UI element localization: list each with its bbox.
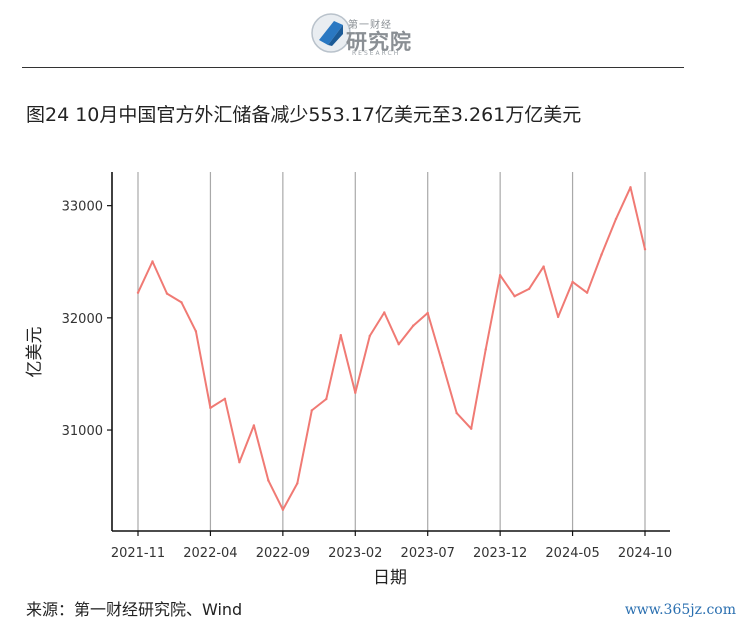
data-point [180,301,183,304]
x-tick-label: 2023-02 [328,546,382,561]
data-point [600,253,603,256]
data-point [310,409,313,412]
data-point [542,265,545,268]
x-tick-label: 2023-07 [401,546,455,561]
data-point [238,461,241,464]
data-point [441,361,444,364]
source-note: 来源：第一财经研究院、Wind [26,600,243,619]
logo-text-top: 第一财经 [348,20,392,31]
x-tick-label: 2024-05 [545,546,599,561]
data-point [484,348,487,351]
x-tick-label: 2022-04 [183,546,237,561]
logo-text-main: 研究院 [346,30,412,54]
x-tick-label: 2023-12 [473,546,527,561]
data-point [513,295,516,298]
data-point [325,397,328,401]
y-axis-label: 亿美元 [25,327,45,378]
data-point [165,292,169,295]
x-tick-label: 2022-09 [256,546,310,561]
data-point [614,217,618,221]
data-point [281,508,285,511]
data-point [629,186,632,189]
data-point [455,411,458,415]
series-line [137,186,646,511]
data-point [136,291,140,294]
data-point [252,424,256,427]
data-point [527,287,531,291]
data-point [209,406,212,410]
data-point [397,343,400,346]
data-point [498,274,502,277]
research-logo [310,12,420,58]
data-point [151,260,154,263]
data-point [470,427,473,430]
data-point [643,248,647,251]
data-point [426,311,429,315]
data-point [412,324,415,327]
data-point [223,397,227,400]
chart-title: 图24 10月中国官方外汇储备减少553.17亿美元至3.261万亿美元 [26,104,582,126]
logo-text-sub: RESEARCH [352,50,401,57]
y-tick-label: 31000 [62,424,103,439]
x-tick-label: 2021-11 [111,546,165,561]
logo-emblem-icon [311,13,351,53]
data-point [368,334,371,338]
data-point [296,482,299,485]
data-point [339,334,342,337]
data-point [556,315,560,319]
watermark: www.365jz.com [624,602,736,618]
x-axis-label: 日期 [373,568,407,588]
y-tick-label: 32000 [62,312,103,327]
data-point [354,391,357,394]
data-point [267,479,270,482]
y-tick-label: 33000 [62,200,103,215]
x-tick-label: 2024-10 [618,546,672,561]
data-point [585,291,589,294]
data-point [383,311,386,314]
header-divider [22,67,684,68]
data-point [194,330,198,333]
data-point [571,280,574,284]
